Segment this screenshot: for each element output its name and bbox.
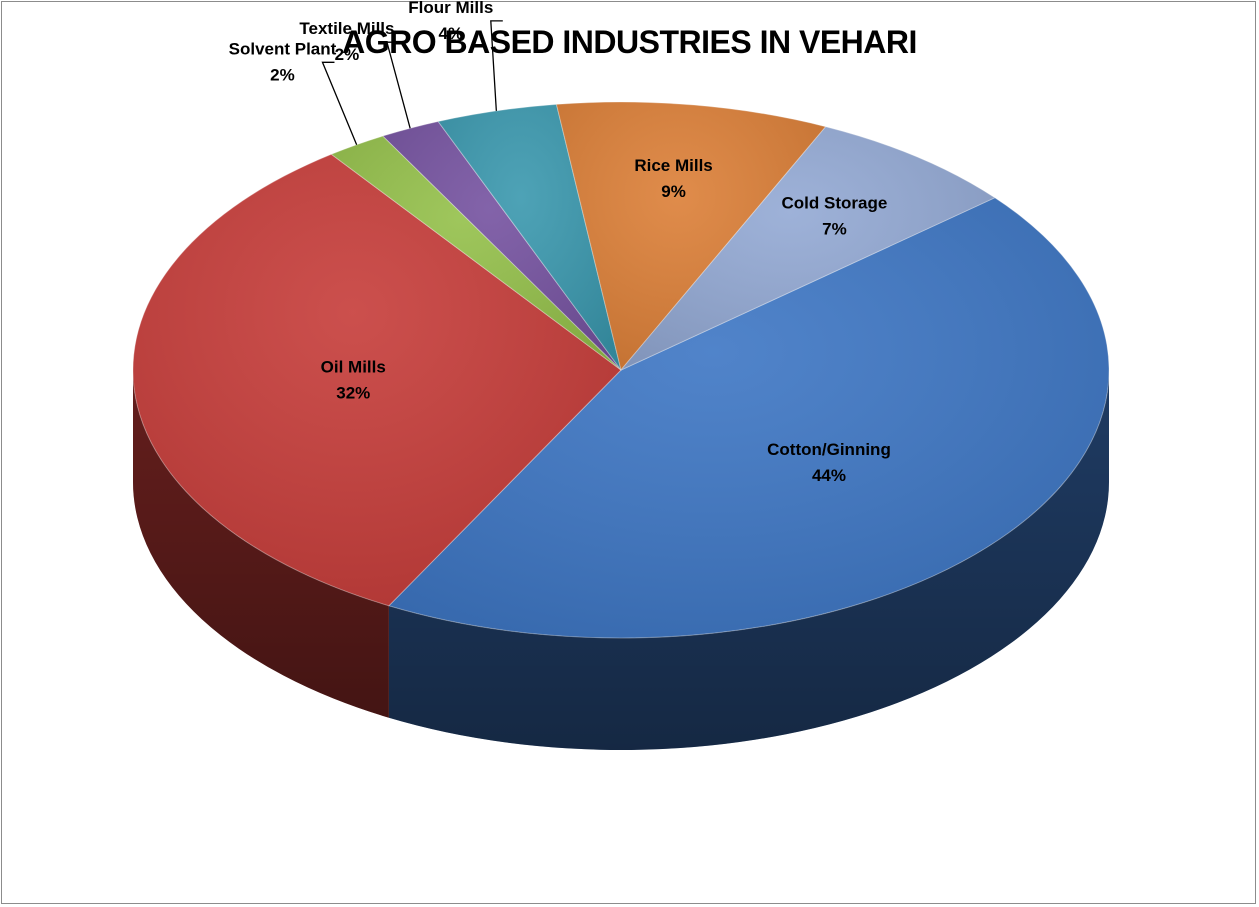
label-value-cotton-ginning: 44% xyxy=(812,466,846,485)
leader-solvent-plant xyxy=(321,61,358,145)
label-flour-mills: Flour Mills 4% xyxy=(408,0,493,43)
chart-title: AGRO BASED INDUSTRIES IN VEHARI xyxy=(342,24,917,60)
slice-shine-flour-mills xyxy=(438,104,621,370)
label-value-textile-mills: 2% xyxy=(335,45,360,64)
label-name-cotton-ginning: Cotton/Ginning xyxy=(767,440,891,459)
label-oil-mills: Oil Mills 32% xyxy=(321,357,386,402)
leader-flour-mills xyxy=(490,20,503,111)
label-solvent-plant: Solvent Plant 2% xyxy=(229,39,337,84)
label-value-rice-mills: 9% xyxy=(661,182,686,201)
pie-sides xyxy=(132,370,1109,750)
side-shade-cotton-ginning xyxy=(388,370,1109,750)
label-cotton-ginning: Cotton/Ginning 44% xyxy=(767,440,891,485)
label-name-cold-storage: Cold Storage xyxy=(782,194,888,213)
side-shade-oil-mills xyxy=(132,370,389,718)
label-value-cold-storage: 7% xyxy=(822,220,847,239)
slice-labels: Cotton/Ginning 44% Oil Mills 32% Solvent Pla… xyxy=(229,0,891,485)
slice-shine-rice-mills xyxy=(556,101,826,370)
label-name-flour-mills: Flour Mills xyxy=(408,0,493,17)
label-value-oil-mills: 32% xyxy=(336,383,370,402)
pie-tops xyxy=(132,101,1110,639)
label-name-textile-mills: Textile Mills xyxy=(299,19,394,38)
leader-lines xyxy=(321,20,503,145)
slice-shine-textile-mills xyxy=(382,121,621,370)
label-value-solvent-plant: 2% xyxy=(270,65,295,84)
label-textile-mills: Textile Mills 2% xyxy=(299,19,394,64)
slice-shine-solvent-plant xyxy=(331,136,621,370)
slice-shine-cold-storage xyxy=(621,126,995,370)
label-name-oil-mills: Oil Mills xyxy=(321,357,386,376)
label-cold-storage: Cold Storage 7% xyxy=(782,194,888,239)
leader-textile-mills xyxy=(386,41,411,129)
label-name-solvent-plant: Solvent Plant xyxy=(229,39,337,58)
slice-shine-cotton-ginning xyxy=(388,197,1109,638)
label-name-rice-mills: Rice Mills xyxy=(634,156,712,175)
slice-shine-oil-mills xyxy=(133,154,621,606)
label-rice-mills: Rice Mills 9% xyxy=(634,156,712,201)
label-value-flour-mills: 4% xyxy=(439,24,464,43)
